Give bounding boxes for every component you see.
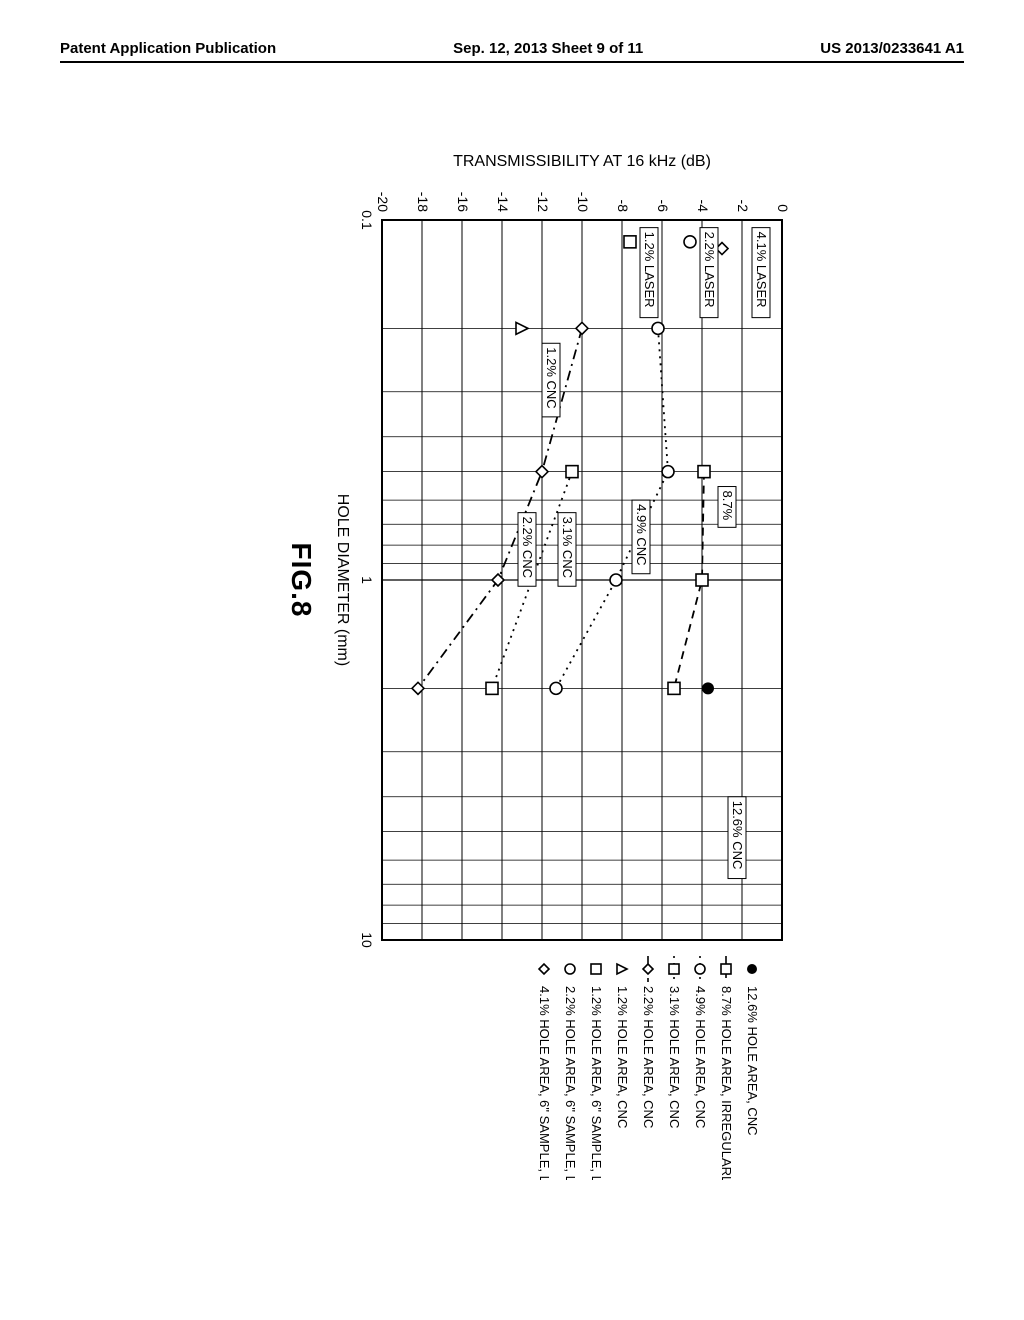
legend-row: 12.6% HOLE AREA, CNC — [745, 964, 760, 1136]
y-tick-label: -16 — [455, 192, 471, 212]
y-axis-label: TRANSMISSIBILITY AT 16 kHz (dB) — [453, 153, 711, 170]
series-s1 — [702, 682, 714, 694]
annotation-label: 3.1% CNC — [560, 517, 575, 578]
legend-label: 3.1% HOLE AREA, CNC — [667, 986, 682, 1128]
annotation-label: 1.2% CNC — [544, 347, 559, 408]
figure-label: FIG.8 — [286, 542, 317, 617]
chart-svg: 0 -2 -4 -6 -8 -10 -12 -14 -16 -18 -200.1 1 10 HOLE D… — [202, 140, 822, 1180]
annotation-label: 4.9% CNC — [634, 504, 649, 565]
legend-row: 4.1% HOLE AREA, 6" SAMPLE, LASER — [537, 964, 552, 1180]
legend-row: 1.2% HOLE AREA, 6" SAMPLE, LASER — [589, 964, 604, 1180]
figure-container: 0 -2 -4 -6 -8 -10 -12 -14 -16 -18 -200.1 1 10 HOLE D… — [202, 140, 822, 1180]
y-tick-label: -14 — [495, 192, 511, 212]
y-tick-label: -12 — [535, 192, 551, 212]
y-tick-label: -10 — [575, 192, 591, 212]
annotation-label: 1.2% LASER — [642, 232, 657, 308]
x-tick-label: 0.1 — [359, 210, 375, 230]
legend-label: 4.9% HOLE AREA, CNC — [693, 986, 708, 1128]
header-right: US 2013/0233641 A1 — [820, 40, 964, 57]
annotation-label: 2.2% LASER — [702, 232, 717, 308]
legend: 12.6% HOLE AREA, CNC 8.7% HOLE AREA, IRRE… — [528, 952, 776, 1180]
y-tick-label: -18 — [415, 192, 431, 212]
legend-label: 1.2% HOLE AREA, CNC — [615, 986, 630, 1128]
legend-row: 1.2% HOLE AREA, CNC — [615, 964, 630, 1128]
x-tick-label: 10 — [359, 932, 375, 948]
legend-label: 2.2% HOLE AREA, 6" SAMPLE, LASER — [563, 986, 578, 1180]
annotation-label: 12.6% CNC — [730, 801, 745, 870]
legend-label: 1.2% HOLE AREA, 6" SAMPLE, LASER — [589, 986, 604, 1180]
page: Patent Application Publication Sep. 12, … — [0, 0, 1024, 1320]
annotation-label: 2.2% CNC — [520, 517, 535, 578]
y-tick-label: -2 — [735, 200, 751, 213]
header-center: Sep. 12, 2013 Sheet 9 of 11 — [453, 40, 643, 57]
series-s6 — [516, 322, 528, 334]
y-tick-label: -4 — [695, 200, 711, 213]
series-s8 — [684, 236, 696, 248]
legend-row: 8.7% HOLE AREA, IRREGULARLY HOLES, CNC — [719, 956, 734, 1180]
legend-label: 8.7% HOLE AREA, IRREGULARLY HOLES, CNC — [719, 986, 734, 1180]
annotation-label: 8.7% — [720, 491, 735, 521]
y-tick-label: -20 — [375, 192, 391, 212]
y-tick-label: 0 — [775, 204, 791, 212]
x-tick-label: 1 — [359, 576, 375, 584]
y-tick-label: -6 — [655, 200, 671, 213]
page-header: Patent Application Publication Sep. 12, … — [60, 40, 964, 63]
x-axis-label: HOLE DIAMETER (mm) — [334, 494, 351, 666]
annotation-boxes: 4.1% LASER 2.2% LASER 1.2% LASER 8.7% 4.9% C… — [518, 228, 770, 879]
series-s7 — [624, 236, 636, 248]
legend-row: 2.2% HOLE AREA, 6" SAMPLE, LASER — [563, 964, 578, 1180]
legend-label: 4.1% HOLE AREA, 6" SAMPLE, LASER — [537, 986, 552, 1180]
header-left: Patent Application Publication — [60, 40, 276, 57]
series-s5 — [412, 322, 588, 694]
legend-label: 12.6% HOLE AREA, CNC — [745, 986, 760, 1136]
annotation-label: 4.1% LASER — [754, 232, 769, 308]
legend-label: 2.2% HOLE AREA, CNC — [641, 986, 656, 1128]
y-tick-label: -8 — [615, 200, 631, 213]
